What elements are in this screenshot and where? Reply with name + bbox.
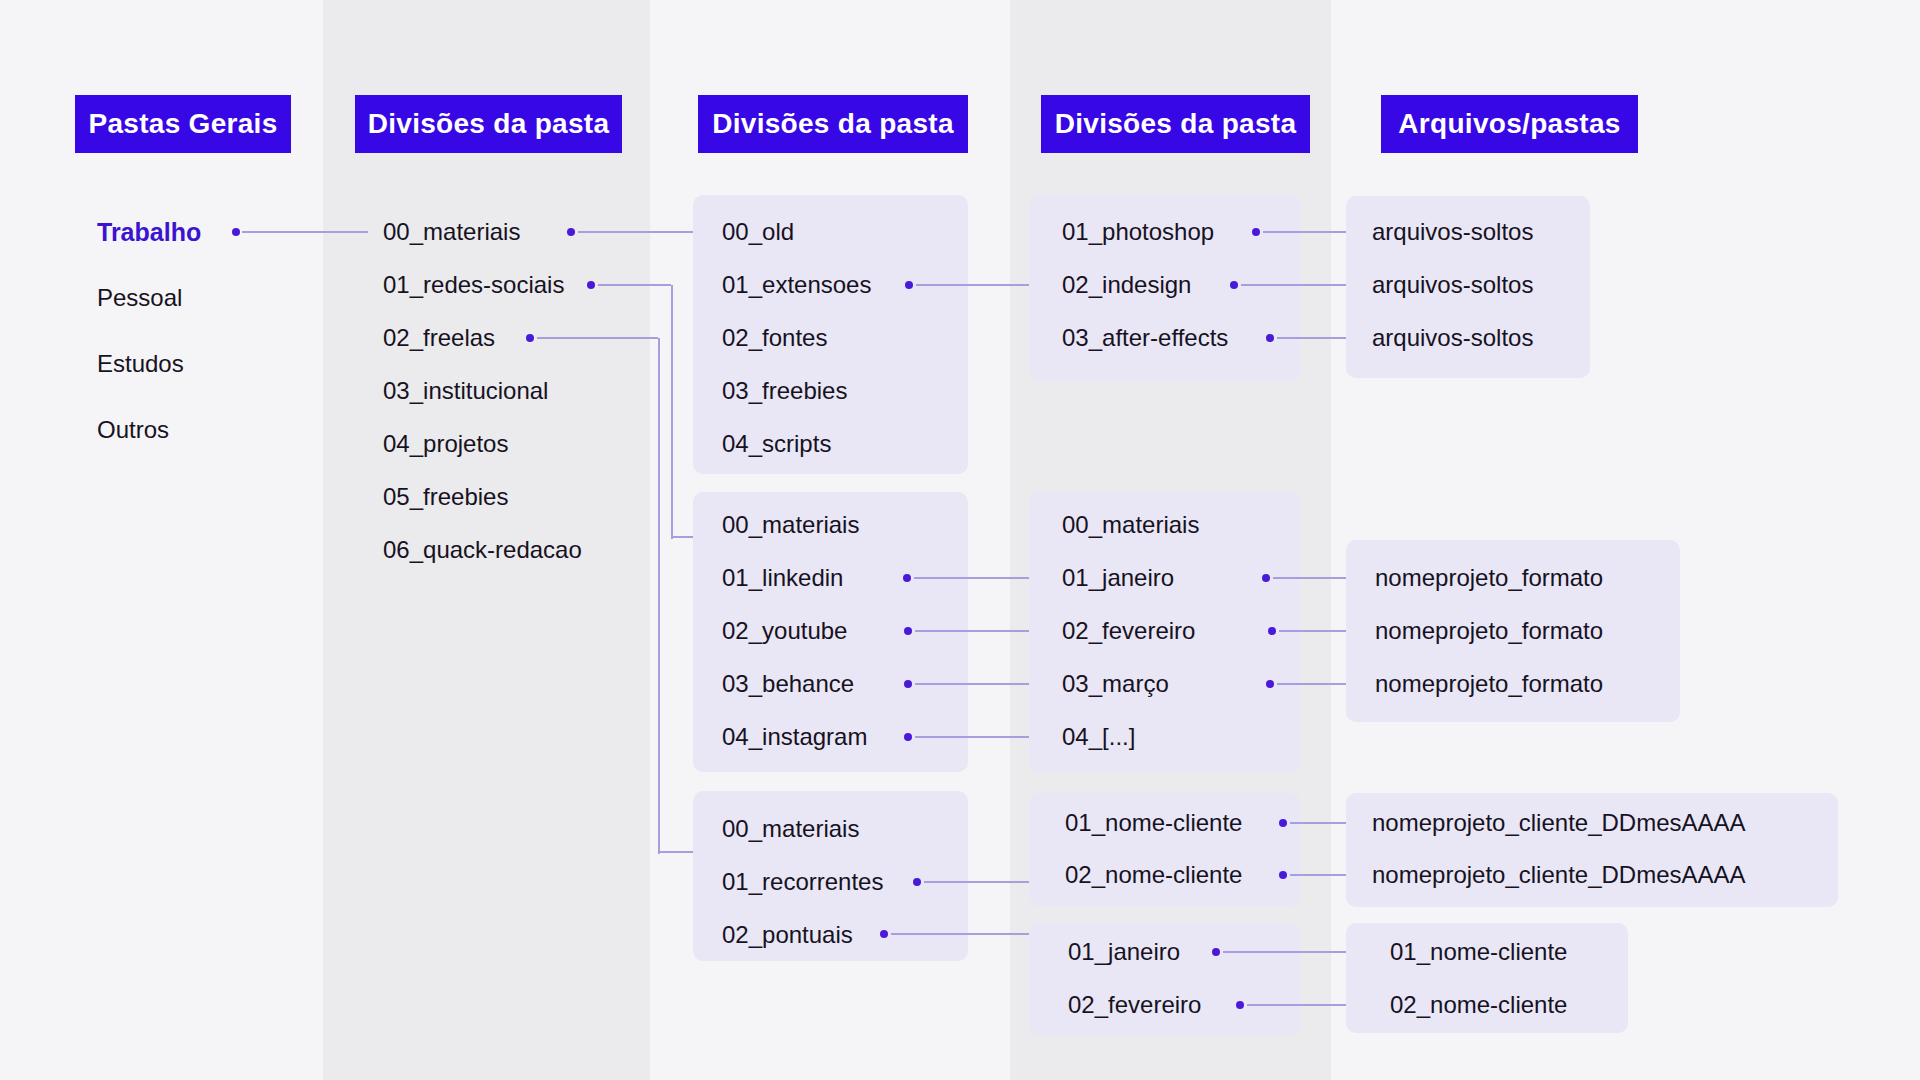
general-folder-outros: Outros: [97, 416, 169, 444]
general-folder-pessoal: Pessoal: [97, 284, 182, 312]
folder-item-01-photoshop: 01_photoshop: [1062, 218, 1214, 246]
connector-line-trabalho-to-divisions: [242, 231, 368, 233]
header-divisoes-1: Divisões da pasta: [355, 95, 622, 153]
connector-line-photoshop-to-files: [1263, 231, 1346, 233]
folder-item-02-youtube: 02_youtube: [722, 617, 847, 645]
connector-line-aftereffects-to-files: [1277, 337, 1346, 339]
connector-dot-cliente2-to-files: [1279, 871, 1287, 879]
connector-dot-pontuais-to-months: [880, 930, 888, 938]
connector-dot-youtube-to-months: [904, 627, 912, 635]
connector-dot-gfevereiro-to-folders: [1236, 1001, 1244, 1009]
connector-line-gfevereiro-to-folders: [1247, 1004, 1346, 1006]
connector-line-linkedin-to-months: [914, 577, 1029, 579]
work-division-00-materiais: 00_materiais: [383, 218, 520, 246]
connector-dot-indesign-to-files: [1230, 281, 1238, 289]
work-division-06-quack-redacao: 06_quack-redacao: [383, 536, 582, 564]
connector-line-freelas-to-freelas: [537, 337, 658, 339]
connector-line-freelas-to-freelas: [658, 851, 693, 853]
folder-item-02-pontuais: 02_pontuais: [722, 921, 853, 949]
connector-line-materiais-to-materials: [578, 231, 693, 233]
work-division-01-redes-sociais: 01_redes-sociais: [383, 271, 564, 299]
connector-line-cliente2-to-files: [1290, 874, 1346, 876]
connector-line-marco-to-projects: [1277, 683, 1346, 685]
connector-line-pontuais-to-months: [891, 933, 1029, 935]
connector-line-redes-to-social: [671, 536, 693, 538]
folder-item-nomeprojeto-formato: nomeprojeto_formato: [1375, 617, 1603, 645]
folder-item-00-materiais: 00_materiais: [722, 511, 859, 539]
connector-line-redes-to-social: [671, 285, 673, 539]
connector-line-freelas-to-freelas: [658, 338, 660, 854]
folder-item-02-fevereiro: 02_fevereiro: [1062, 617, 1195, 645]
folder-item-01-nome-cliente: 01_nome-cliente: [1390, 938, 1567, 966]
folder-item-03-freebies: 03_freebies: [722, 377, 847, 405]
folder-item-arquivos-soltos: arquivos-soltos: [1372, 271, 1533, 299]
connector-dot-marco-to-projects: [1266, 680, 1274, 688]
connector-line-fevereiro-to-projects: [1279, 630, 1346, 632]
folder-item-nomeprojeto-cliente-ddmesaaaa: nomeprojeto_cliente_DDmesAAAA: [1372, 809, 1746, 837]
folder-item-03-mar-o: 03_março: [1062, 670, 1169, 698]
folder-item-00-old: 00_old: [722, 218, 794, 246]
folder-item-nomeprojeto-formato: nomeprojeto_formato: [1375, 670, 1603, 698]
connector-dot-fevereiro-to-projects: [1268, 627, 1276, 635]
folder-item-02-nome-cliente: 02_nome-cliente: [1065, 861, 1242, 889]
connector-dot-gjaneiro-to-folders: [1212, 948, 1220, 956]
connector-dot-cliente1-to-files: [1279, 819, 1287, 827]
connector-dot-freelas-to-freelas: [526, 334, 534, 342]
header-divisoes-2: Divisões da pasta: [698, 95, 968, 153]
general-folder-estudos: Estudos: [97, 350, 184, 378]
connector-dot-linkedin-to-months: [903, 574, 911, 582]
folder-item-02-fevereiro: 02_fevereiro: [1068, 991, 1201, 1019]
header-divisoes-3: Divisões da pasta: [1041, 95, 1310, 153]
connector-dot-behance-to-months: [904, 680, 912, 688]
work-division-03-institucional: 03_institucional: [383, 377, 548, 405]
connector-dot-janeiro-to-projects: [1262, 574, 1270, 582]
folder-item-nomeprojeto-formato: nomeprojeto_formato: [1375, 564, 1603, 592]
connector-line-gjaneiro-to-folders: [1223, 951, 1346, 953]
folder-item-02-nome-cliente: 02_nome-cliente: [1390, 991, 1567, 1019]
work-division-05-freebies: 05_freebies: [383, 483, 508, 511]
connector-dot-recorrentes-to-clients: [913, 878, 921, 886]
work-division-04-projetos: 04_projetos: [383, 430, 508, 458]
connector-dot-trabalho-to-divisions: [232, 228, 240, 236]
folder-item-01-linkedin: 01_linkedin: [722, 564, 843, 592]
general-folder-trabalho: Trabalho: [97, 218, 201, 247]
connector-dot-materiais-to-materials: [567, 228, 575, 236]
folder-item-arquivos-soltos: arquivos-soltos: [1372, 324, 1533, 352]
connector-dot-instagram-to-months: [904, 733, 912, 741]
header-pastas-gerais: Pastas Gerais: [75, 95, 291, 153]
folder-item-03-behance: 03_behance: [722, 670, 854, 698]
connector-dot-redes-to-social: [587, 281, 595, 289]
connector-line-janeiro-to-projects: [1273, 577, 1346, 579]
connector-line-recorrentes-to-clients: [924, 881, 1029, 883]
connector-dot-aftereffects-to-files: [1266, 334, 1274, 342]
folder-item-arquivos-soltos: arquivos-soltos: [1372, 218, 1533, 246]
folder-item-nomeprojeto-cliente-ddmesaaaa: nomeprojeto_cliente_DDmesAAAA: [1372, 861, 1746, 889]
folder-item-02-fontes: 02_fontes: [722, 324, 827, 352]
folder-item-01-janeiro: 01_janeiro: [1068, 938, 1180, 966]
folder-item-04: 04_[...]: [1062, 723, 1135, 751]
folder-item-01-recorrentes: 01_recorrentes: [722, 868, 883, 896]
connector-dot-photoshop-to-files: [1252, 228, 1260, 236]
folder-item-01-nome-cliente: 01_nome-cliente: [1065, 809, 1242, 837]
folder-item-01-extensoes: 01_extensoes: [722, 271, 871, 299]
connector-line-cliente1-to-files: [1290, 822, 1346, 824]
connector-line-indesign-to-files: [1241, 284, 1346, 286]
folder-item-01-janeiro: 01_janeiro: [1062, 564, 1174, 592]
header-arquivos-pastas: Arquivos/pastas: [1381, 95, 1638, 153]
folder-item-00-materiais: 00_materiais: [1062, 511, 1199, 539]
connector-line-behance-to-months: [915, 683, 1029, 685]
connector-line-instagram-to-months: [915, 736, 1029, 738]
connector-line-redes-to-social: [598, 284, 671, 286]
folder-item-02-indesign: 02_indesign: [1062, 271, 1191, 299]
folder-item-04-scripts: 04_scripts: [722, 430, 831, 458]
work-division-02-freelas: 02_freelas: [383, 324, 495, 352]
folder-structure-diagram: { "headers": [ {"label": "Pastas Gerais"…: [0, 0, 1920, 1080]
folder-item-00-materiais: 00_materiais: [722, 815, 859, 843]
connector-dot-extensoes-to-extensions: [905, 281, 913, 289]
folder-item-03-after-effects: 03_after-effects: [1062, 324, 1228, 352]
connector-line-extensoes-to-extensions: [916, 284, 1029, 286]
connector-line-youtube-to-months: [915, 630, 1029, 632]
folder-item-04-instagram: 04_instagram: [722, 723, 867, 751]
